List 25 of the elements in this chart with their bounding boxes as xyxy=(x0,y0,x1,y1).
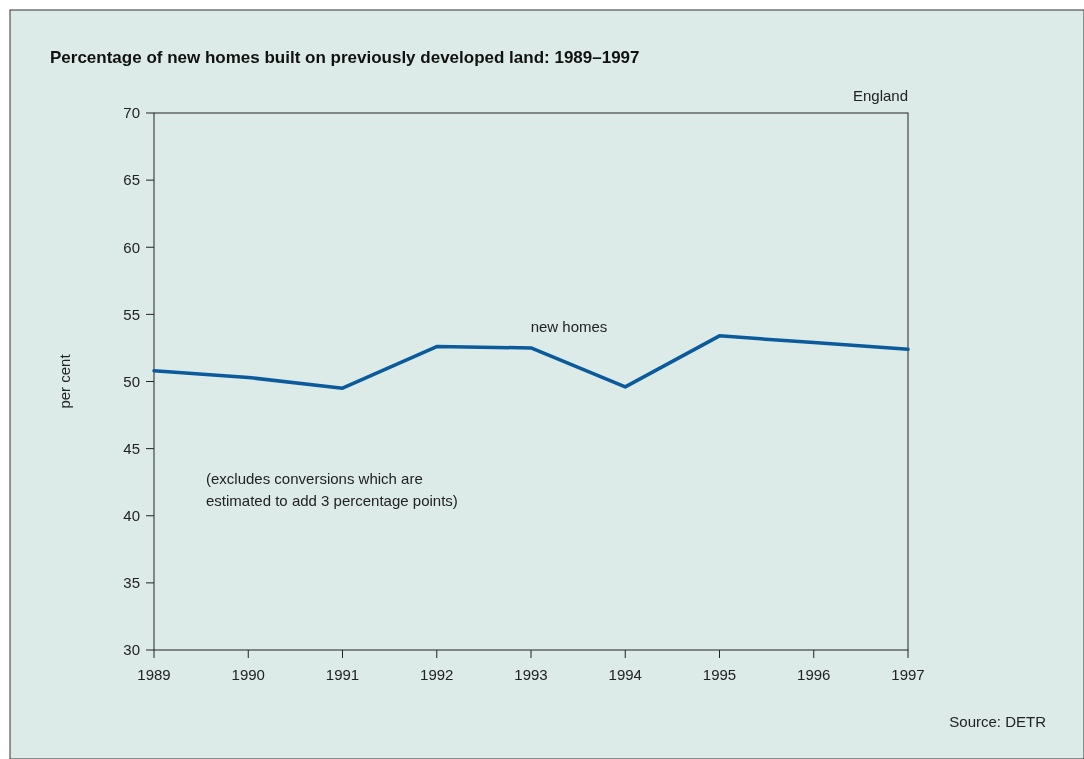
x-tick-label: 1993 xyxy=(514,666,548,683)
x-tick-label: 1989 xyxy=(137,666,171,683)
y-tick-label: 40 xyxy=(123,507,140,524)
x-tick-label: 1994 xyxy=(608,666,642,683)
y-tick-label: 70 xyxy=(123,104,140,122)
x-tick-label: 1990 xyxy=(231,666,265,683)
y-axis-title: per cent xyxy=(56,353,73,409)
y-tick-label: 55 xyxy=(123,305,140,323)
y-tick-label: 35 xyxy=(123,574,140,592)
x-tick-label: 1991 xyxy=(325,666,360,683)
line-series xyxy=(152,334,910,390)
x-tick-label: 1996 xyxy=(797,666,831,683)
y-tick-label: 30 xyxy=(123,641,140,659)
source-note: Source: DETR xyxy=(949,713,1047,730)
x-tick-label: 1995 xyxy=(702,666,737,683)
annotation: (excludes conversions which are estimated to add 3 percentage points) xyxy=(206,470,458,509)
series-label: new homes xyxy=(530,317,608,335)
x-tick-label: 1992 xyxy=(420,666,454,683)
y-tick-label: 65 xyxy=(123,171,140,189)
y-tick-label: 60 xyxy=(123,238,140,256)
y-tick-label: 50 xyxy=(123,372,140,390)
text: England xyxy=(852,87,908,104)
x-tick-label: 1997 xyxy=(891,666,925,683)
chart-title: Percentage of new homes built on previously developed land: 1989–1997 xyxy=(50,48,640,67)
y-tick-label: 45 xyxy=(123,439,140,457)
